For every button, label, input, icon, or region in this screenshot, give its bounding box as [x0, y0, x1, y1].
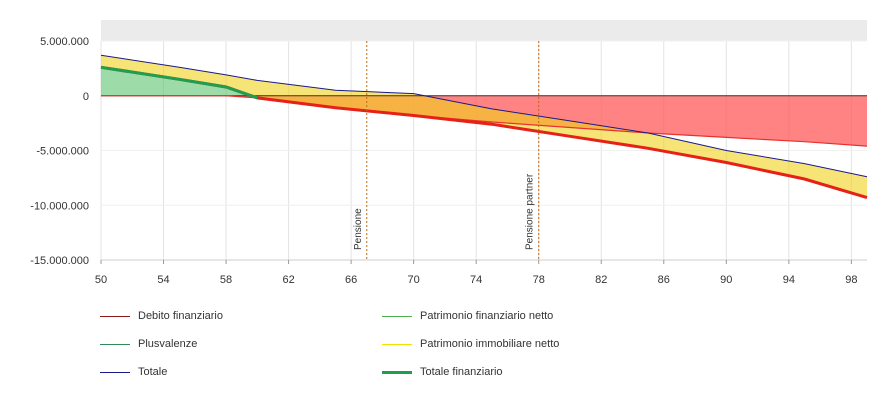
legend-swatch-debito-finanziario — [100, 315, 130, 317]
y-tick-label: 0 — [83, 91, 89, 103]
legend-item-debito-finanziario[interactable]: Debito finanziario — [100, 306, 223, 326]
y-tick-label: -10.000.000 — [30, 200, 89, 212]
x-tick-label: 90 — [720, 274, 732, 286]
x-tick-label: 82 — [595, 274, 607, 286]
y-tick-label: -15.000.000 — [30, 255, 89, 267]
x-tick-label: 54 — [157, 274, 169, 286]
legend-item-totale[interactable]: Totale — [100, 362, 167, 382]
y-tick-label: -5.000.000 — [36, 146, 89, 158]
annotation-label-pensione-partner: Pensione partner — [525, 173, 536, 250]
x-tick-label: 94 — [783, 274, 795, 286]
legend-swatch-patrimonio-immobiliare-netto — [382, 343, 412, 345]
area-patrimonio-immobiliare-netto — [101, 55, 867, 198]
legend-item-totale-finanziario[interactable]: Totale finanziario — [382, 362, 503, 382]
line-totale — [100, 54, 868, 178]
y-tick-label: 5.000.000 — [40, 36, 89, 48]
x-tick-label: 86 — [658, 274, 670, 286]
legend-item-plusvalenze[interactable]: Plusvalenze — [100, 334, 197, 354]
legend-item-patrimonio-finanziario-netto[interactable]: Patrimonio finanziario netto — [382, 306, 553, 326]
x-tick-label: 70 — [408, 274, 420, 286]
legend-label-patrimonio-finanziario-netto: Patrimonio finanziario netto — [420, 310, 554, 322]
x-tick-label: 62 — [282, 274, 294, 286]
legend-label-totale-finanziario: Totale finanziario — [420, 366, 503, 378]
annotation-label-pensione: Pensione — [353, 208, 364, 250]
legend-label-plusvalenze: Plusvalenze — [138, 338, 198, 350]
x-tick-label: 78 — [533, 274, 545, 286]
line-totale-finanziario-positive — [100, 65, 258, 100]
legend-item-patrimonio-immobiliare-netto[interactable]: Patrimonio immobiliare netto — [382, 334, 559, 354]
x-tick-label: 50 — [95, 274, 107, 286]
legend-label-totale: Totale — [138, 366, 168, 378]
legend-swatch-totale — [100, 371, 130, 373]
legend-label-patrimonio-immobiliare-netto: Patrimonio immobiliare netto — [420, 338, 560, 350]
x-tick-label: 66 — [345, 274, 357, 286]
x-tick-label: 98 — [845, 274, 857, 286]
legend-swatch-totale-finanziario — [382, 370, 412, 374]
chart-header-band — [101, 20, 867, 41]
area-plusvalenze — [101, 67, 867, 96]
x-tick-label: 74 — [470, 274, 482, 286]
legend-swatch-patrimonio-finanziario-netto — [382, 315, 412, 317]
legend-swatch-plusvalenze — [100, 343, 130, 345]
chart-plot: Pensione Pensione partner 50 54 58 62 66 70 74 78… — [30, 20, 868, 286]
x-tick-label: 58 — [220, 274, 232, 286]
legend-label-debito-finanziario: Debito finanziario — [138, 310, 223, 322]
